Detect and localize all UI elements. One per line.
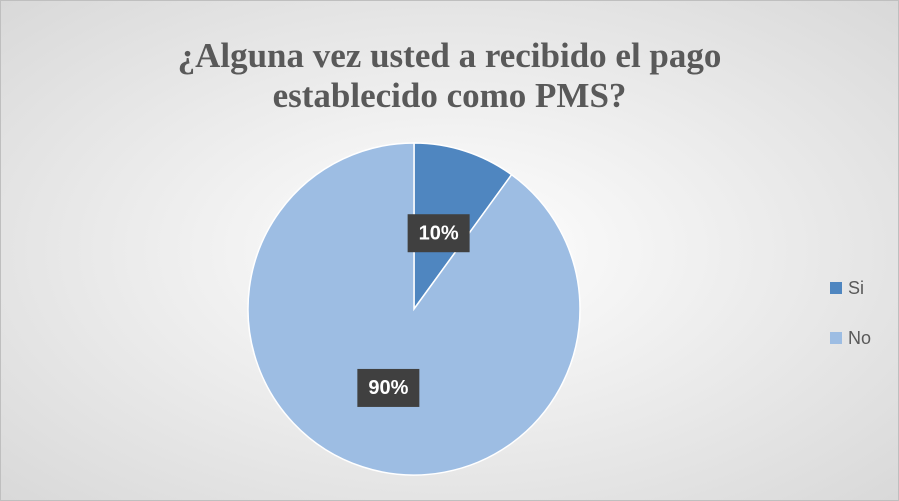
legend-swatch <box>830 282 842 294</box>
legend-swatch <box>830 332 842 344</box>
legend-label: No <box>848 328 871 348</box>
legend-label: Si <box>848 278 864 298</box>
pie-slice <box>247 142 581 476</box>
data-label: 90% <box>368 377 408 399</box>
data-label-box <box>407 214 470 253</box>
data-label: 10% <box>419 223 459 245</box>
data-label-box <box>357 368 420 407</box>
chart-title: ¿Alguna vez usted a recibido el pago est… <box>177 36 722 115</box>
